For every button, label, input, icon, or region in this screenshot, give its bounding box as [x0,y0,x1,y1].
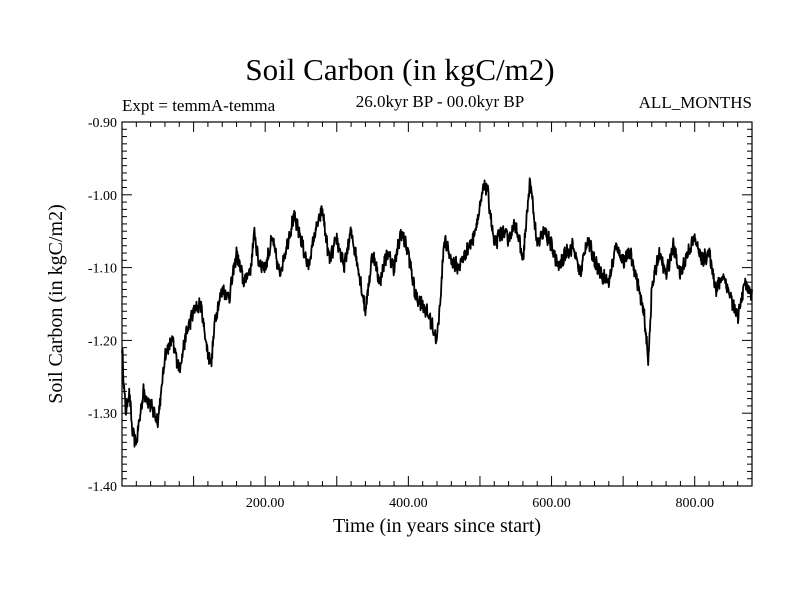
x-tick-label: 600.00 [532,496,571,511]
soil-carbon-series-line [121,177,753,448]
y-axis-title: Soil Carbon (in kgC/m2) [45,204,67,403]
experiment-label: Expt = temmA-temma [122,96,276,115]
chart-title: Soil Carbon (in kgC/m2) [245,52,555,87]
y-tick-label: -1.30 [88,407,117,422]
x-tick-label: 800.00 [675,496,714,511]
x-axis-title: Time (in years since start) [333,515,541,537]
period-label: 26.0kyr BP - 00.0kyr BP [355,92,525,111]
y-tick-label: -0.90 [88,116,117,131]
x-tick-label: 200.00 [246,496,285,511]
y-tick-label: -1.40 [88,480,117,495]
y-tick-label: -1.10 [88,262,117,277]
months-label: ALL_MONTHS [638,93,752,112]
y-tick-label: -1.00 [88,189,117,204]
plot-frame [121,121,753,487]
y-tick-label: -1.20 [88,334,117,349]
x-tick-label: 400.00 [389,496,428,511]
